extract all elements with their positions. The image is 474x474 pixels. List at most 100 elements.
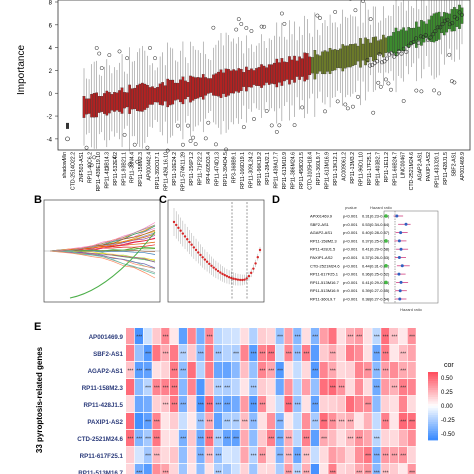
heatmap-cell (390, 345, 399, 362)
panel-a-ylabel: Importance (16, 45, 27, 95)
heatmap-cell (205, 362, 214, 379)
significance-mark: *** (391, 386, 397, 392)
box (184, 80, 187, 100)
box (199, 77, 203, 97)
heatmap-cell (143, 464, 152, 474)
heatmap-cell (354, 328, 363, 345)
legend-swatch (428, 433, 438, 436)
outlier (401, 46, 406, 51)
significance-mark: *** (127, 369, 133, 375)
legend-swatch (428, 437, 438, 441)
box (356, 45, 360, 62)
heatmap-cell (161, 345, 170, 362)
heatmap-cell (407, 413, 416, 430)
heatmap-cell (258, 430, 267, 447)
significance-mark: *** (198, 403, 204, 409)
significance-mark: *** (330, 369, 336, 375)
box (402, 27, 405, 52)
heatmap-row-label: AP001469.9 (89, 334, 124, 341)
y-tick-label: 6 (49, 23, 53, 29)
forest-point (399, 231, 403, 235)
heatmap-cell (240, 362, 249, 379)
heatmap-cell (398, 362, 407, 379)
box (262, 65, 266, 86)
outlier (125, 56, 130, 61)
outlier (438, 25, 443, 30)
heatmap-cell (134, 464, 143, 474)
forest-gene: AP001469.9 (310, 214, 333, 219)
box (209, 78, 213, 93)
legend-swatch (428, 428, 438, 432)
outlier (213, 142, 218, 147)
box (105, 90, 109, 116)
heatmap-cell (126, 345, 135, 362)
significance-mark: *** (409, 420, 415, 426)
heatmap-cell (196, 362, 205, 379)
box (409, 28, 413, 46)
cv-point (227, 275, 231, 279)
box (336, 50, 340, 68)
heatmap-cell (126, 413, 135, 430)
outlier (277, 123, 282, 128)
outlier (234, 27, 239, 32)
gene-label: RP11-10E24.2 (172, 152, 178, 186)
significance-mark: *** (277, 335, 283, 341)
heatmap-row-label: AGAP2-AS1 (88, 368, 124, 375)
significance-mark: *** (163, 386, 169, 392)
heatmap-cell (126, 447, 135, 464)
significance-mark: *** (400, 386, 406, 392)
box (161, 82, 164, 106)
significance-mark: *** (136, 335, 142, 341)
box (92, 93, 96, 118)
panel-e-letter: E (34, 321, 41, 333)
heatmap-cell (240, 464, 249, 474)
significance-mark: *** (365, 403, 371, 409)
cv-point (181, 232, 185, 235)
heatmap-cell (284, 430, 293, 447)
gene-label: RP11-360L9.7 (316, 152, 322, 185)
outlier (84, 145, 89, 150)
outlier (191, 135, 196, 140)
significance-mark: *** (303, 454, 309, 460)
heatmap-cell (302, 345, 311, 362)
box (87, 98, 91, 114)
outlier (386, 81, 391, 86)
heatmap-cell (390, 328, 399, 345)
significance-mark: *** (365, 454, 371, 460)
box (412, 27, 416, 44)
outlier (132, 142, 137, 147)
heatmap-cell (187, 396, 196, 413)
heatmap-cell (372, 345, 381, 362)
legend-swatch (428, 435, 438, 439)
box (270, 64, 274, 84)
significance-mark: *** (339, 386, 345, 392)
heatmap-cell (143, 396, 152, 413)
outlier (206, 120, 211, 125)
outlier (394, 52, 399, 57)
significance-mark: *** (374, 352, 380, 358)
heatmap-cell (346, 413, 355, 430)
heatmap-cell (161, 328, 170, 345)
significance-mark: *** (400, 352, 406, 358)
heatmap-cell (143, 345, 152, 362)
outlier (404, 49, 409, 54)
legend-swatch (428, 399, 438, 402)
heatmap-cell (258, 464, 267, 474)
gene-label: AP000442.4 (147, 152, 153, 181)
box (366, 39, 370, 63)
box (316, 54, 319, 74)
heatmap-cell (284, 362, 293, 379)
heatmap-cell (381, 447, 390, 464)
significance-mark: *** (374, 437, 380, 443)
significance-mark: *** (365, 471, 371, 474)
heatmap-cell (372, 447, 381, 464)
significance-mark: *** (215, 454, 221, 460)
box (196, 77, 200, 99)
heatmap-row-label: RP11-158M2.3 (82, 385, 124, 392)
significance-mark: *** (312, 369, 318, 375)
panel-c-frame (167, 199, 265, 303)
box (125, 92, 129, 108)
gene-label: AC009061.2 (341, 152, 347, 181)
box (427, 19, 431, 41)
gene-label: RP11-158M2.3 (138, 152, 144, 187)
